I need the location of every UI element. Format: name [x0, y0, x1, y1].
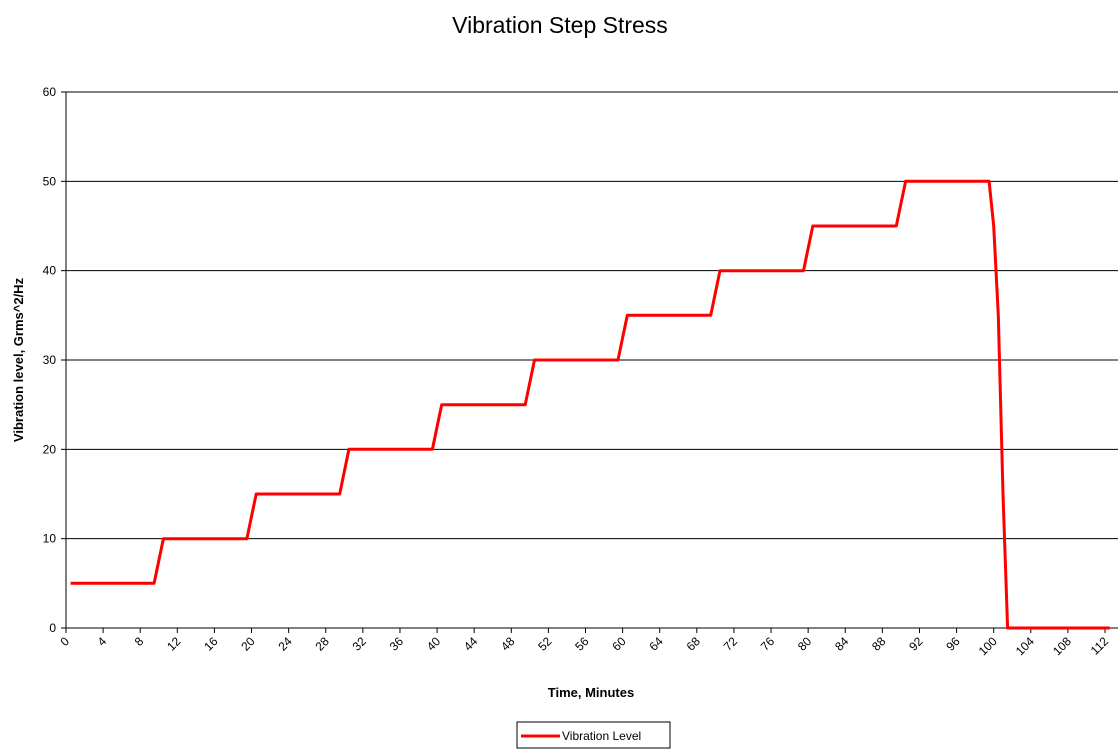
x-tick-label: 88	[869, 634, 889, 654]
x-tick-label: 36	[387, 634, 407, 654]
x-axis-label: Time, Minutes	[548, 685, 634, 700]
x-tick-label: 72	[721, 634, 741, 654]
x-tick-label: 68	[684, 634, 704, 654]
x-tick-label: 112	[1088, 634, 1112, 658]
x-tick-label: 4	[95, 634, 110, 649]
x-tick-label: 84	[832, 634, 852, 654]
y-tick-label: 40	[43, 264, 57, 278]
y-tick-label: 60	[43, 85, 57, 99]
data-line	[70, 179, 1110, 630]
x-tick-label: 0	[57, 634, 72, 649]
legend-label: Vibration Level	[562, 729, 641, 743]
x-tick-label: 108	[1050, 634, 1074, 658]
x-tick-label: 16	[201, 634, 221, 654]
x-tick-label: 8	[132, 634, 147, 649]
x-tick-label: 32	[350, 634, 370, 654]
x-tick-label: 100	[976, 634, 1000, 658]
y-tick-label: 0	[49, 621, 56, 635]
x-tick-label: 104	[1013, 634, 1037, 658]
x-tick-label: 28	[313, 634, 333, 654]
y-tick-label: 50	[43, 174, 57, 188]
x-tick-label: 80	[795, 634, 815, 654]
x-tick-label: 60	[609, 634, 629, 654]
x-tick-label: 48	[498, 634, 518, 654]
x-tick-label: 12	[164, 634, 184, 654]
x-tick-label: 56	[572, 634, 592, 654]
y-tick-label: 10	[43, 532, 57, 546]
x-tick-label: 44	[461, 634, 481, 654]
chart-title: Vibration Step Stress	[452, 12, 668, 38]
x-tick-label: 64	[646, 634, 666, 654]
x-tick-label: 76	[758, 634, 778, 654]
y-tick-label: 30	[43, 353, 57, 367]
x-tick-label: 96	[943, 634, 963, 654]
x-tick-label: 92	[906, 634, 926, 654]
y-axis-label: Vibration level, Grms^2/Hz	[11, 277, 26, 442]
y-tick-label: 20	[43, 442, 57, 456]
x-tick-label: 24	[275, 634, 295, 654]
x-tick-label: 20	[238, 634, 258, 654]
x-tick-label: 40	[424, 634, 444, 654]
x-tick-label: 52	[535, 634, 555, 654]
